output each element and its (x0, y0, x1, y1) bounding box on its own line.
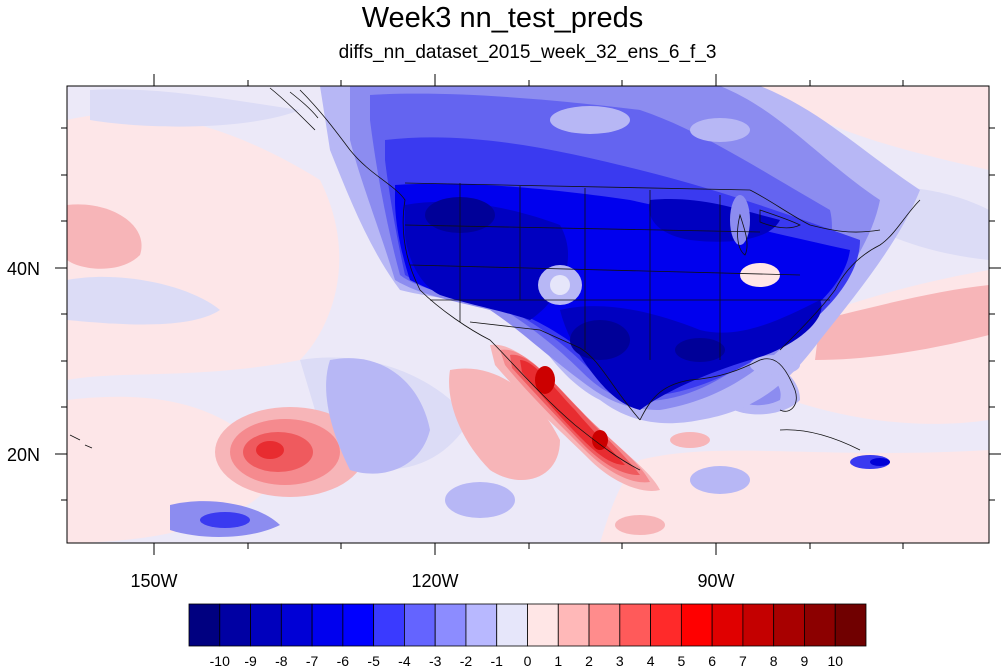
colorbar-swatch (435, 604, 466, 646)
colorbar-label: -6 (337, 653, 350, 669)
colorbar-swatch (374, 604, 405, 646)
colorbar-swatch (558, 604, 589, 646)
colorbar-label: -7 (306, 653, 319, 669)
colorbar-swatch (835, 604, 866, 646)
colorbar-label: 4 (647, 653, 655, 669)
colorbar-label: -9 (244, 653, 257, 669)
colorbar-label: 10 (827, 653, 843, 669)
colorbar-swatch (189, 604, 220, 646)
x-tick-label: 90W (697, 571, 734, 591)
colorbar-label: -8 (275, 653, 288, 669)
colorbar-swatch (220, 604, 251, 646)
colorbar-swatch (651, 604, 682, 646)
y-tick-label: 40N (7, 259, 40, 279)
colorbar-swatch (312, 604, 343, 646)
map-field (67, 86, 989, 543)
colorbar-swatch (528, 604, 559, 646)
colorbar-swatch (404, 604, 435, 646)
colorbar-label: -2 (460, 653, 473, 669)
x-tick-label: 150W (130, 571, 177, 591)
colorbar-label: 3 (616, 653, 624, 669)
colorbar-swatch (620, 604, 651, 646)
colorbar-label: -3 (429, 653, 442, 669)
colorbar-label: -5 (367, 653, 380, 669)
colorbar-label: 5 (677, 653, 685, 669)
colorbar-label: 6 (708, 653, 716, 669)
colorbar-label: 7 (739, 653, 747, 669)
colorbar-swatch (466, 604, 497, 646)
colorbar-label: 1 (554, 653, 562, 669)
colorbar-swatch (497, 604, 528, 646)
colorbar-swatch (681, 604, 712, 646)
colorbar: -10 -9 -8 -7 -6 -5 -4 -3 -2 -1 0 1 2 3 4 5 6 7 8 9 10 (189, 604, 866, 669)
colorbar-swatch (589, 604, 620, 646)
colorbar-swatch (743, 604, 774, 646)
colorbar-label: 0 (524, 653, 532, 669)
y-tick-label: 20N (7, 445, 40, 465)
colorbar-swatch (804, 604, 835, 646)
colorbar-swatch (774, 604, 805, 646)
colorbar-label: -10 (210, 653, 230, 669)
colorbar-swatch (281, 604, 312, 646)
colorbar-label: 9 (801, 653, 809, 669)
x-tick-label: 120W (411, 571, 458, 591)
colorbar-swatch (251, 604, 282, 646)
colorbar-swatch (343, 604, 374, 646)
colorbar-label: -4 (398, 653, 411, 669)
colorbar-swatch (712, 604, 743, 646)
colorbar-label: 2 (585, 653, 593, 669)
colorbar-label: -1 (491, 653, 504, 669)
colorbar-label: 8 (770, 653, 778, 669)
